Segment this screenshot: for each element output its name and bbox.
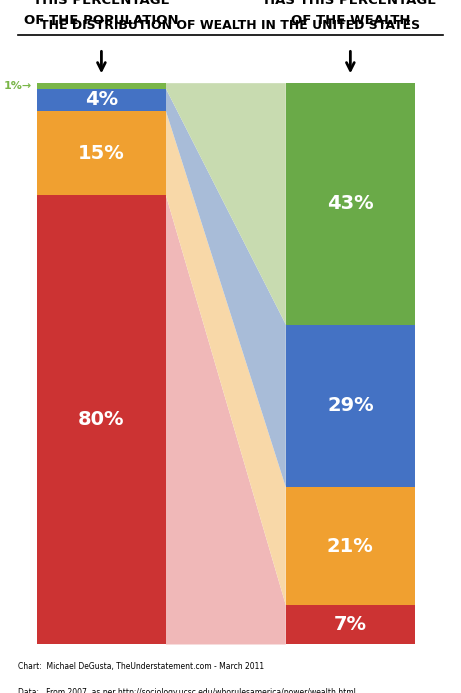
Text: 7%: 7% xyxy=(334,615,367,634)
Text: Data:   From 2007, as per http://sociology.ucsc.edu/whorulesamerica/power/wealth: Data: From 2007, as per http://sociology… xyxy=(18,688,356,693)
Text: Chart:  Michael DeGusta, TheUnderstatement.com - March 2011: Chart: Michael DeGusta, TheUnderstatemen… xyxy=(18,662,265,671)
Text: 43%: 43% xyxy=(327,194,374,213)
Polygon shape xyxy=(166,195,286,644)
Bar xyxy=(37,89,166,111)
Text: 15%: 15% xyxy=(78,144,125,163)
Bar xyxy=(286,487,415,605)
Bar xyxy=(37,83,166,89)
Text: OF THE WEALTH: OF THE WEALTH xyxy=(290,14,410,27)
Text: 80%: 80% xyxy=(78,410,124,430)
Polygon shape xyxy=(166,111,286,605)
Text: HAS THIS PERCENTAGE: HAS THIS PERCENTAGE xyxy=(264,0,437,7)
Text: THE DISTRIBUTION OF WEALTH IN THE UNITED STATES: THE DISTRIBUTION OF WEALTH IN THE UNITED… xyxy=(41,19,420,33)
Text: 21%: 21% xyxy=(327,537,374,556)
Text: 4%: 4% xyxy=(85,91,118,109)
Bar xyxy=(37,195,166,644)
Bar xyxy=(286,605,415,644)
Text: 29%: 29% xyxy=(327,396,374,415)
Bar xyxy=(286,324,415,487)
Polygon shape xyxy=(166,89,286,487)
Text: OF THE POPULATION: OF THE POPULATION xyxy=(24,14,179,27)
Bar xyxy=(37,111,166,195)
Polygon shape xyxy=(166,83,286,324)
Bar xyxy=(286,83,415,324)
Text: THIS PERCENTAGE: THIS PERCENTAGE xyxy=(33,0,170,7)
Text: 1%→: 1%→ xyxy=(4,81,32,91)
